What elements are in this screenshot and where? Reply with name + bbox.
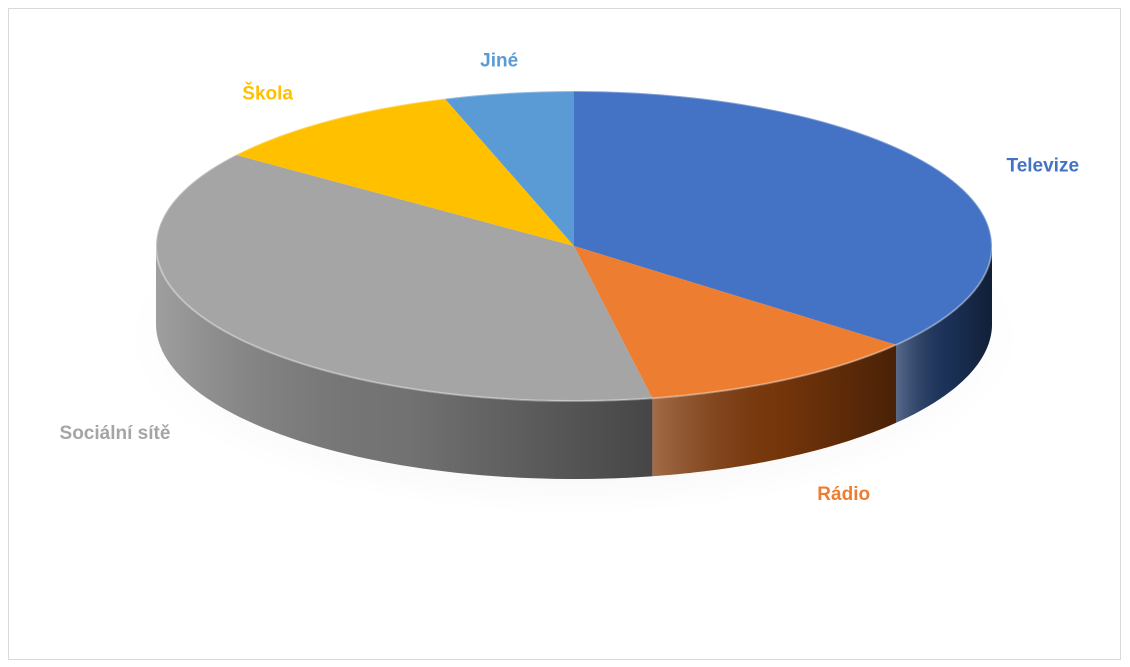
pie-side-shade-radio — [652, 344, 897, 477]
pie-rim — [155, 90, 993, 402]
pie-label-televize: Televize — [1007, 155, 1080, 176]
pie-label-socialni-site: Sociální sítě — [60, 423, 171, 444]
pie-slice-skola[interactable] — [235, 98, 574, 246]
pie-label-skola: Škola — [242, 83, 293, 105]
pie-side-shade-televize — [896, 246, 992, 423]
pie-label-radio: Rádio — [817, 484, 870, 505]
pie-slice-socialni-site[interactable] — [156, 154, 653, 401]
pie-side-shade-socialni-site — [156, 246, 653, 479]
pie-slice-televize[interactable] — [574, 91, 992, 345]
pie-slice-jine[interactable] — [444, 91, 574, 246]
pie-slice-radio[interactable] — [574, 246, 897, 399]
pie-label-jine: Jiné — [480, 50, 518, 71]
